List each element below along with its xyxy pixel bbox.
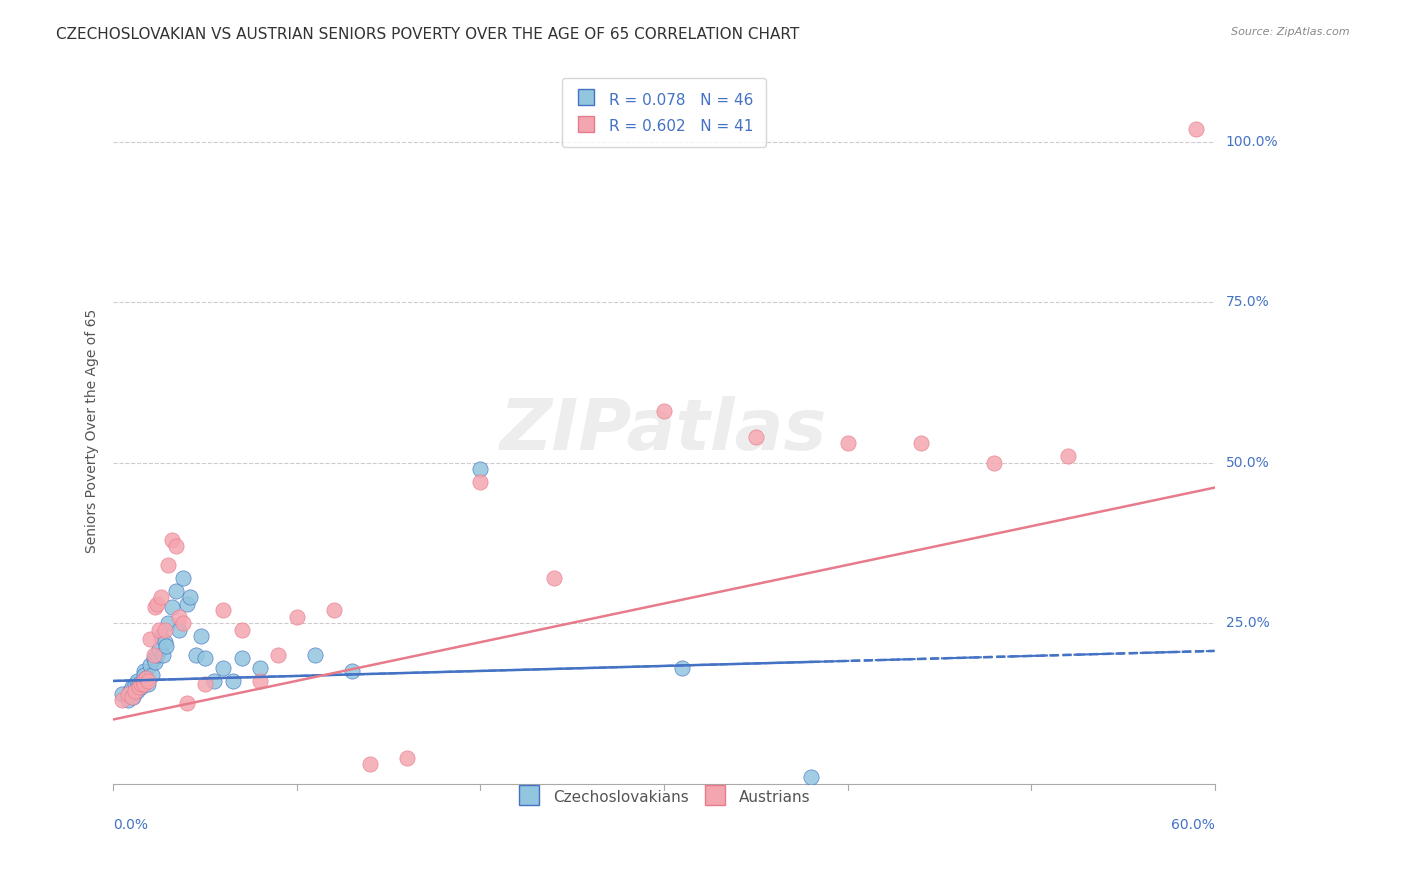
Point	[202, 673, 225, 688]
Point	[118, 683, 141, 698]
Point	[148, 623, 170, 637]
Text: 50.0%: 50.0%	[1226, 456, 1270, 470]
Point	[152, 648, 174, 663]
Point	[249, 673, 271, 688]
Point	[155, 639, 177, 653]
Point	[231, 623, 253, 637]
Point	[157, 558, 180, 573]
Point	[124, 677, 146, 691]
Point	[671, 661, 693, 675]
Point	[149, 629, 172, 643]
Point	[146, 597, 169, 611]
Text: ZIPatlas: ZIPatlas	[501, 396, 828, 465]
Point	[1185, 121, 1208, 136]
Point	[117, 693, 139, 707]
Point	[395, 751, 418, 765]
Point	[145, 600, 167, 615]
Point	[359, 757, 381, 772]
Point	[194, 651, 217, 665]
Legend: Czechoslovakians, Austrians: Czechoslovakians, Austrians	[505, 775, 823, 819]
Point	[117, 687, 139, 701]
Point	[249, 661, 271, 675]
Point	[184, 648, 207, 663]
Point	[129, 677, 152, 691]
Point	[134, 677, 156, 691]
Point	[141, 667, 163, 681]
Point	[128, 677, 150, 691]
Point	[125, 683, 148, 698]
Point	[176, 597, 198, 611]
Point	[172, 616, 194, 631]
Point	[121, 690, 143, 704]
Point	[121, 681, 143, 695]
Text: CZECHOSLOVAKIAN VS AUSTRIAN SENIORS POVERTY OVER THE AGE OF 65 CORRELATION CHART: CZECHOSLOVAKIAN VS AUSTRIAN SENIORS POVE…	[56, 27, 800, 42]
Point	[122, 690, 145, 704]
Point	[142, 648, 165, 663]
Point	[1057, 449, 1080, 463]
Point	[470, 462, 492, 476]
Point	[910, 436, 932, 450]
Point	[800, 770, 823, 784]
Point	[124, 683, 146, 698]
Point	[285, 609, 308, 624]
Point	[148, 641, 170, 656]
Point	[135, 671, 157, 685]
Point	[340, 665, 363, 679]
Point	[652, 404, 675, 418]
Point	[125, 673, 148, 688]
Text: 100.0%: 100.0%	[1226, 135, 1278, 149]
Point	[194, 677, 217, 691]
Point	[128, 681, 150, 695]
Point	[165, 539, 187, 553]
Point	[745, 430, 768, 444]
Point	[172, 571, 194, 585]
Point	[176, 697, 198, 711]
Text: 60.0%: 60.0%	[1171, 818, 1215, 832]
Point	[322, 603, 344, 617]
Point	[131, 673, 153, 688]
Point	[157, 616, 180, 631]
Point	[169, 623, 191, 637]
Point	[139, 632, 162, 647]
Point	[983, 456, 1005, 470]
Text: 0.0%: 0.0%	[114, 818, 148, 832]
Point	[139, 657, 162, 672]
Point	[149, 591, 172, 605]
Point	[470, 475, 492, 489]
Point	[212, 661, 235, 675]
Point	[142, 651, 165, 665]
Point	[131, 673, 153, 688]
Point	[837, 436, 859, 450]
Point	[160, 600, 183, 615]
Point	[136, 673, 159, 688]
Point	[179, 591, 201, 605]
Point	[267, 648, 290, 663]
Point	[543, 571, 565, 585]
Point	[146, 648, 169, 663]
Point	[165, 584, 187, 599]
Point	[131, 677, 153, 691]
Point	[129, 681, 152, 695]
Point	[153, 635, 176, 649]
Point	[134, 667, 156, 681]
Point	[111, 687, 134, 701]
Point	[160, 533, 183, 547]
Point	[304, 648, 326, 663]
Point	[134, 665, 156, 679]
Text: Source: ZipAtlas.com: Source: ZipAtlas.com	[1232, 27, 1350, 37]
Y-axis label: Seniors Poverty Over the Age of 65: Seniors Poverty Over the Age of 65	[86, 309, 100, 553]
Point	[212, 603, 235, 617]
Point	[153, 623, 176, 637]
Point	[190, 629, 212, 643]
Point	[231, 651, 253, 665]
Point	[111, 693, 134, 707]
Point	[169, 609, 191, 624]
Point	[221, 673, 243, 688]
Text: 75.0%: 75.0%	[1226, 295, 1270, 310]
Text: 25.0%: 25.0%	[1226, 616, 1270, 630]
Point	[135, 671, 157, 685]
Point	[145, 655, 167, 669]
Point	[136, 677, 159, 691]
